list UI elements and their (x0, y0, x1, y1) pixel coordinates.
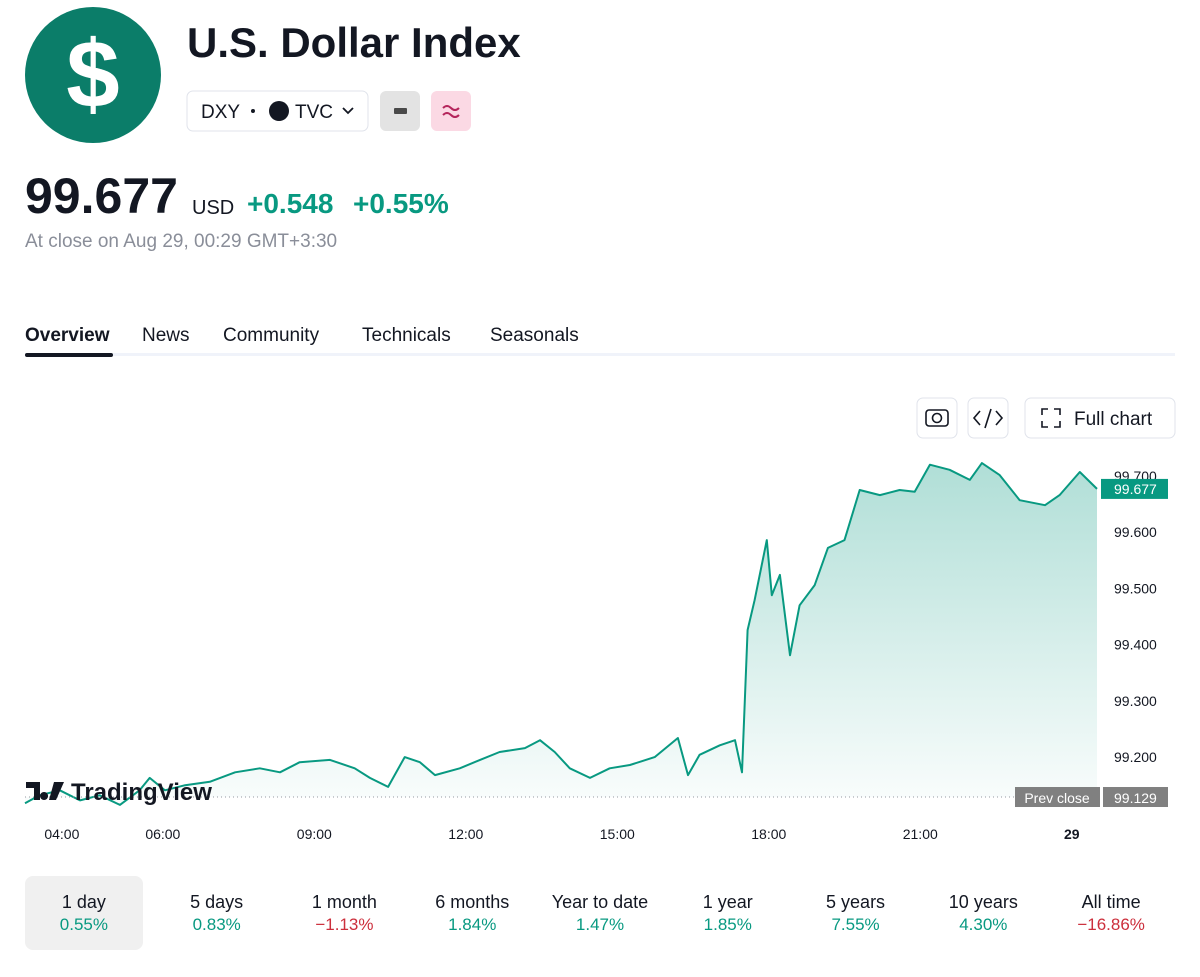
x-tick-label: 18:00 (751, 826, 786, 842)
period-label[interactable]: 5 years (826, 892, 885, 912)
x-tick-label: 09:00 (297, 826, 332, 842)
snapshot-button[interactable] (916, 397, 958, 439)
badge-icon (442, 105, 460, 118)
period-change: 4.30% (959, 915, 1007, 934)
tab-indicator (25, 353, 113, 357)
title: U.S. Dollar Index (187, 19, 521, 66)
period-label[interactable]: 1 month (312, 892, 377, 912)
x-tick-label: 04:00 (44, 826, 79, 842)
y-tick-label: 99.500 (1114, 580, 1157, 596)
currency: USD (192, 197, 234, 219)
x-tick-label: 15:00 (600, 826, 635, 842)
period-label[interactable]: 1 year (703, 892, 753, 912)
logo (25, 7, 161, 143)
camera-icon (931, 412, 943, 424)
period-change: 0.83% (193, 915, 241, 934)
badge-icon (394, 108, 407, 114)
exchange: TVC (295, 102, 333, 123)
camera-icon (925, 409, 949, 427)
area (25, 463, 1097, 805)
chevron (342, 107, 354, 115)
change: +0.548 (247, 188, 333, 219)
price-line (24, 462, 1098, 806)
x-tick-label: 29 (1064, 826, 1080, 842)
prev-close-value: 99.129 (1114, 790, 1157, 806)
watermark-logo (26, 782, 64, 800)
y-tick-label: 99.400 (1114, 637, 1157, 653)
separator (251, 109, 255, 113)
period-label[interactable]: Year to date (552, 892, 648, 912)
x-tick-label: 21:00 (903, 826, 938, 842)
tab[interactable]: News (142, 325, 190, 346)
prev-close-label: Prev close (1024, 790, 1090, 806)
period-change: 1.47% (576, 915, 624, 934)
full-chart-label: Full chart (1074, 409, 1153, 430)
period-change: 7.55% (831, 915, 879, 934)
tabs: Overview News Community Technicals Seasonals (25, 325, 579, 346)
full-chart-button[interactable] (1024, 397, 1176, 439)
period-label[interactable]: 10 years (949, 892, 1018, 912)
tab[interactable]: Seasonals (490, 325, 579, 346)
periods: 1 day 0.55% 5 days 0.83% 1 month −1.13% 6 mont… (60, 892, 1145, 934)
tab[interactable]: Technicals (362, 325, 451, 346)
watermark: TradingView (71, 779, 212, 806)
synthetic-badge[interactable] (431, 91, 471, 131)
period-label[interactable]: 6 months (435, 892, 509, 912)
period-change: −16.86% (1077, 915, 1145, 934)
period-label[interactable]: All time (1082, 892, 1141, 912)
tab[interactable]: Community (223, 325, 320, 346)
prev-close-value-badge (1103, 787, 1168, 808)
price: 99.677 (25, 168, 178, 224)
y-tick-label: 99.300 (1114, 693, 1157, 709)
x-tick-label: 06:00 (145, 826, 180, 842)
period-change: 1.84% (448, 915, 496, 934)
tab[interactable]: Overview (25, 325, 110, 346)
x-tick-label: 12:00 (448, 826, 483, 842)
symbol: DXY (201, 102, 240, 123)
period-selected (25, 876, 143, 950)
logo-symbol: $ (66, 21, 119, 128)
exchange-icon (269, 101, 289, 121)
y-tick-label: 99.600 (1114, 524, 1157, 540)
period-label[interactable]: 1 day (62, 892, 106, 912)
period-change: −1.13% (315, 915, 373, 934)
tab-rail (25, 353, 1175, 356)
chart: 99.20099.30099.40099.50099.60099.70004:0… (24, 462, 1168, 842)
last-value-badge (1101, 478, 1168, 499)
embed-icon (972, 408, 1004, 429)
period-label[interactable]: 5 days (190, 892, 243, 912)
period-change: 0.55% (60, 915, 108, 934)
last-value-label: 99.677 (1114, 481, 1157, 497)
prev-close-badge (1015, 787, 1100, 808)
status: At close on Aug 29, 00:29 GMT+3:30 (25, 231, 337, 252)
period-change: 1.85% (704, 915, 752, 934)
y-tick-label: 99.200 (1114, 749, 1157, 765)
change-percent: +0.55% (353, 188, 449, 219)
fullscreen-icon (1041, 408, 1061, 428)
